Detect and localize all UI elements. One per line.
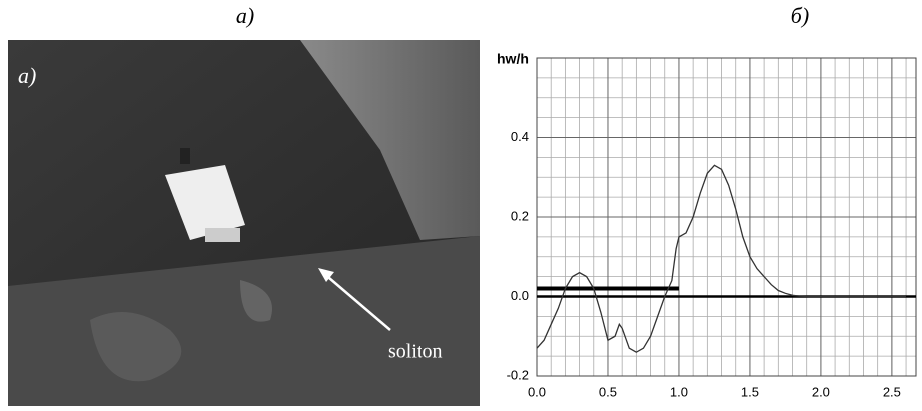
x-tick-label: 1.0 <box>670 384 688 399</box>
y-axis-label: hw/h <box>497 51 529 67</box>
x-tick-label: 2.5 <box>883 384 901 399</box>
photo: a) soliton <box>8 40 480 406</box>
panel-title: б) <box>791 3 809 28</box>
photo-label: a) <box>18 63 36 88</box>
ship-stern <box>205 228 240 242</box>
y-tick-label: 0.2 <box>511 208 529 223</box>
x-tick-label: 0.0 <box>528 384 546 399</box>
x-tick-label: 0.5 <box>599 384 617 399</box>
photo-label: soliton <box>388 341 442 363</box>
x-tick-label: 1.5 <box>741 384 759 399</box>
ship-mast <box>180 148 190 164</box>
panel-title: a) <box>236 3 254 28</box>
y-tick-label: 0.4 <box>511 129 529 144</box>
chart: 0.0 0.5 1.0 1.5 2.0 2.5 -0.2 0.0 0.2 0.4 hw/h <box>497 51 916 400</box>
x-tick-label: 2.0 <box>812 384 830 399</box>
y-tick-label: 0.0 <box>511 288 529 303</box>
y-tick-label: -0.2 <box>507 367 529 382</box>
figure: a) б) a) soliton 0.00.51.01.52.02.5-0.20… <box>0 0 922 406</box>
